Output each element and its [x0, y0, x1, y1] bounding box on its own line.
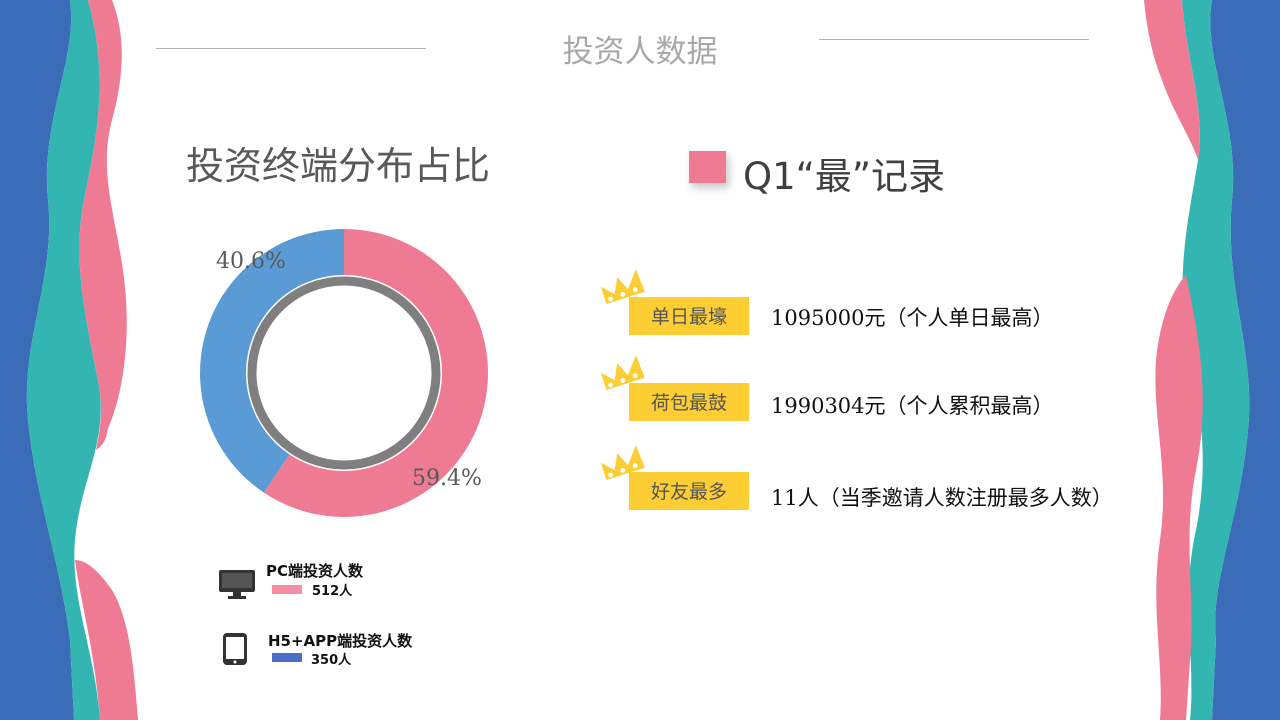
- legend-swatch-mobile: [272, 653, 302, 662]
- record-tag: 好友最多: [629, 472, 749, 510]
- title-divider-left: [156, 48, 426, 49]
- legend-count-pc: 512人: [312, 584, 353, 599]
- legend-swatch-pc: [272, 585, 302, 594]
- donut-slice-1: [200, 229, 344, 493]
- record-value: 1990304元（个人累积最高）: [771, 394, 1054, 418]
- record-tag: 单日最壕: [629, 297, 749, 335]
- monitor-icon: [219, 570, 255, 599]
- donut-percent-label-0: 59.4%: [412, 466, 482, 491]
- donut-inner-ring: [247, 276, 441, 470]
- record-item: 荷包最鼓 1990304元（个人累积最高）: [600, 352, 1200, 422]
- chart-title: 投资终端分布占比: [186, 144, 491, 188]
- donut-chart: 59.4% 40.6%: [200, 229, 489, 517]
- donut-slice-0: [263, 229, 489, 517]
- record-value: 1095000元（个人单日最高）: [771, 306, 1054, 330]
- record-item: 单日最壕 1095000元（个人单日最高）: [600, 266, 1200, 336]
- records-heading-text: Q1“最”记录: [743, 155, 946, 198]
- legend-item-mobile: H5+APP端投资人数 350人: [218, 630, 448, 670]
- record-item: 好友最多 11人（当季邀请人数注册最多人数）: [600, 442, 1200, 512]
- crown-icon: [600, 269, 645, 304]
- crown-icon: [600, 445, 645, 480]
- donut-percent-label-1: 40.6%: [216, 249, 286, 274]
- legend-label-pc: PC端投资人数: [266, 562, 364, 580]
- crown-icon: [600, 355, 645, 390]
- tablet-icon: [223, 633, 247, 665]
- record-value: 11人（当季邀请人数注册最多人数）: [771, 486, 1113, 510]
- legend-label-mobile: H5+APP端投资人数: [268, 632, 413, 650]
- legend-item-pc: PC端投资人数 512人: [218, 560, 418, 600]
- legend-count-mobile: 350人: [311, 653, 352, 668]
- page-title: 投资人数据: [562, 34, 718, 70]
- heading-marker: [689, 151, 726, 183]
- title-divider-right: [819, 39, 1089, 40]
- record-tag: 荷包最鼓: [629, 383, 749, 421]
